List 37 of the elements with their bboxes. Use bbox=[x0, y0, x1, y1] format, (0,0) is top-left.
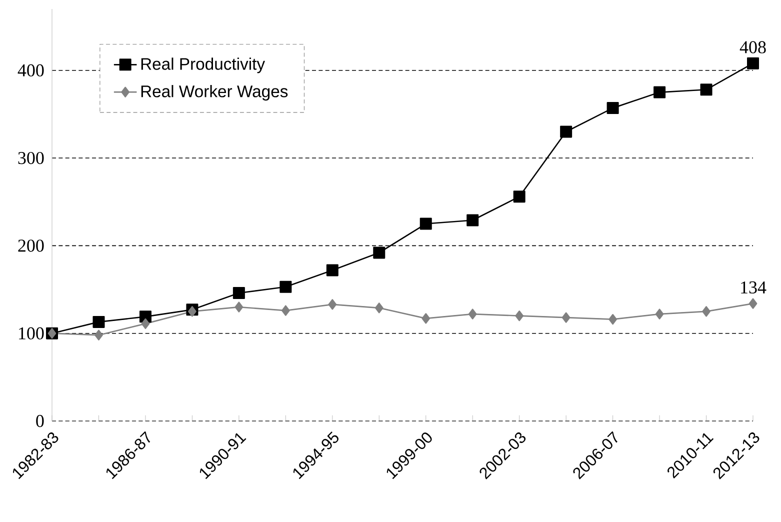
point bbox=[748, 298, 758, 309]
point bbox=[282, 305, 290, 316]
y-tick-label: 300 bbox=[18, 152, 44, 164]
point bbox=[608, 314, 617, 325]
legend-label: Real Worker Wages bbox=[141, 85, 288, 101]
point bbox=[466, 214, 479, 226]
point bbox=[513, 190, 526, 203]
point bbox=[92, 316, 105, 328]
point bbox=[141, 318, 150, 330]
y-tick-label: 0 bbox=[36, 414, 44, 428]
y-tick-label: 400 bbox=[18, 64, 44, 76]
point bbox=[654, 86, 666, 98]
point bbox=[326, 264, 338, 276]
point bbox=[94, 330, 103, 340]
y-tick-label: 200 bbox=[18, 240, 44, 252]
point bbox=[420, 218, 432, 230]
point bbox=[468, 308, 477, 320]
legend-label: Real Productivity bbox=[141, 58, 266, 74]
point bbox=[374, 302, 384, 314]
point bbox=[700, 84, 712, 96]
point bbox=[188, 306, 196, 317]
point bbox=[232, 287, 245, 300]
point bbox=[702, 306, 710, 317]
point bbox=[606, 102, 619, 114]
point bbox=[560, 126, 572, 138]
point bbox=[234, 302, 244, 312]
data-label: 134 bbox=[741, 281, 766, 294]
point bbox=[562, 312, 570, 323]
point bbox=[373, 246, 386, 259]
point bbox=[328, 299, 337, 310]
data-label: 408 bbox=[740, 41, 766, 54]
point bbox=[280, 280, 292, 293]
point bbox=[515, 310, 524, 322]
point bbox=[747, 57, 760, 70]
y-tick-label: 100 bbox=[19, 327, 44, 340]
point bbox=[655, 308, 664, 320]
point bbox=[422, 313, 430, 324]
